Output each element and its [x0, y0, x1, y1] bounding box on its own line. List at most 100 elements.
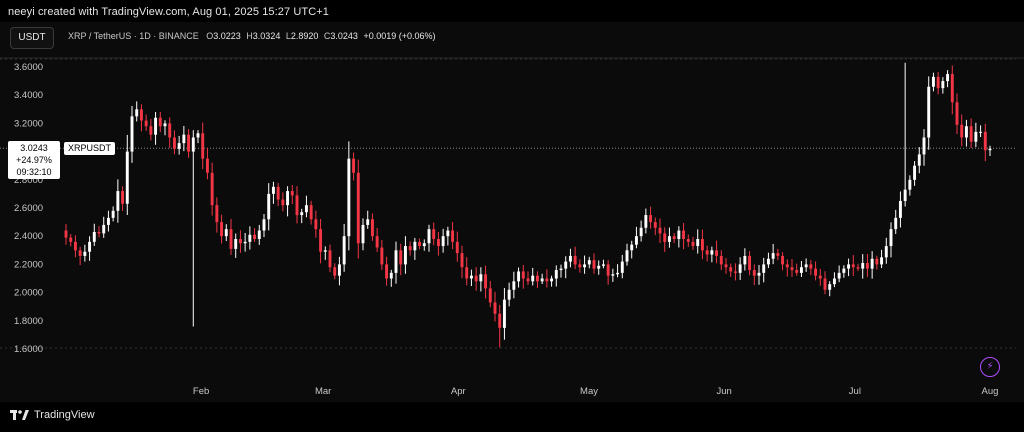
candle-body [710, 250, 714, 255]
tradingview-brand[interactable]: TradingView [10, 409, 95, 421]
candle-body [724, 264, 728, 268]
candle-body [620, 261, 624, 273]
candle-body [875, 258, 879, 265]
candle-body [187, 134, 191, 152]
candle-body [276, 186, 280, 200]
candle-body [663, 233, 667, 242]
candle-body [267, 193, 271, 220]
candle-body [436, 239, 440, 247]
candle-body [413, 241, 417, 251]
candle-body [130, 116, 134, 152]
candle-body [512, 281, 516, 290]
candle-body [253, 234, 257, 240]
last-price-change: +24.97% [16, 155, 52, 165]
high-label: H [246, 31, 253, 41]
candle-body [573, 255, 577, 265]
candle-body [399, 250, 403, 265]
candle-body [205, 158, 209, 173]
candle-body [385, 264, 389, 279]
candle-body [611, 274, 615, 276]
candle-body [983, 131, 987, 151]
candle-body [545, 278, 549, 282]
candle-body [818, 275, 822, 279]
candle-body [469, 275, 473, 279]
candle-body [380, 247, 384, 265]
candle-body [752, 270, 756, 276]
y-tick-label: 2.4000 [14, 231, 43, 242]
candle-body [639, 227, 643, 237]
candle-body [116, 191, 120, 211]
candle-body [851, 264, 855, 268]
candle-body [719, 255, 723, 265]
y-tick-label: 2.2000 [14, 259, 43, 270]
candle-body [83, 251, 87, 256]
candle-body [281, 199, 285, 206]
candle-body [474, 275, 478, 282]
candle-body [743, 255, 747, 265]
tradingview-logo-icon [10, 410, 29, 420]
candle-body [182, 134, 186, 144]
candle-body [696, 239, 700, 247]
y-tick-label: 2.8000 [14, 175, 43, 186]
y-tick-label: 1.8000 [14, 316, 43, 327]
candle-body [795, 270, 799, 273]
candle-body [319, 229, 323, 252]
candle-body [960, 124, 964, 138]
lightning-icon[interactable]: ⚡ [980, 357, 1000, 377]
candle-body [781, 255, 785, 265]
candle-body [121, 191, 125, 204]
candle-body [870, 258, 874, 269]
candle-body [616, 272, 620, 275]
chart-panel[interactable]: 1.6000 1.8000 2.0000 2.2000 2.4000 2.6000 2.80… [0, 22, 1024, 402]
candle-body [583, 264, 587, 268]
x-tick-label: Mar [315, 386, 331, 397]
candle-body [757, 272, 761, 276]
candle-body [92, 231, 96, 242]
bar-countdown: 09:32:10 [16, 167, 52, 177]
candle-body [936, 76, 940, 89]
brand-name: TradingView [34, 409, 95, 421]
candle-body [785, 264, 789, 268]
candle-body [804, 264, 808, 268]
candle-body [111, 210, 115, 218]
candle-body [220, 222, 224, 237]
candle-body [238, 239, 242, 244]
candle-body [917, 154, 921, 166]
candle-body [672, 236, 676, 240]
candle-body [484, 274, 488, 289]
candle-body [139, 109, 143, 121]
candle-body [234, 239, 238, 249]
y-tick-label: 2.0000 [14, 288, 43, 299]
candle-body [196, 133, 200, 138]
candle-body [658, 227, 662, 234]
candle-body [865, 262, 869, 269]
last-price-value: 3.0243 [20, 143, 48, 153]
candle-body [748, 255, 752, 271]
candle-body [832, 278, 836, 285]
candle-body [210, 172, 214, 206]
candle-body [630, 244, 634, 251]
candle-body [969, 126, 973, 142]
candle-body [370, 219, 374, 237]
candle-body [889, 229, 893, 247]
currency-button[interactable]: USDT [10, 27, 54, 49]
candle-body [154, 117, 158, 135]
candle-body [69, 237, 73, 242]
low-value: 2.8920 [290, 31, 319, 41]
candle-body [78, 250, 82, 256]
y-tick-label: 3.2000 [14, 118, 43, 129]
candle-body [347, 158, 351, 237]
symbol-name[interactable]: XRP / TetherUS · 1D · BINANCE [68, 31, 199, 41]
candle-body [172, 137, 176, 149]
candle-body [248, 234, 252, 242]
price-chart[interactable]: 1.6000 1.8000 2.0000 2.2000 2.4000 2.6000 2.80… [0, 22, 1024, 402]
candle-body [337, 264, 341, 276]
candle-body [455, 241, 459, 254]
candle-body [856, 267, 860, 269]
candle-body [729, 267, 733, 272]
candle-body [352, 158, 356, 173]
candle-body [535, 275, 539, 282]
close-value: 3.0243 [330, 31, 358, 41]
series-symbol-tag: XRPUSDT [64, 142, 116, 155]
candle-body [224, 229, 228, 237]
